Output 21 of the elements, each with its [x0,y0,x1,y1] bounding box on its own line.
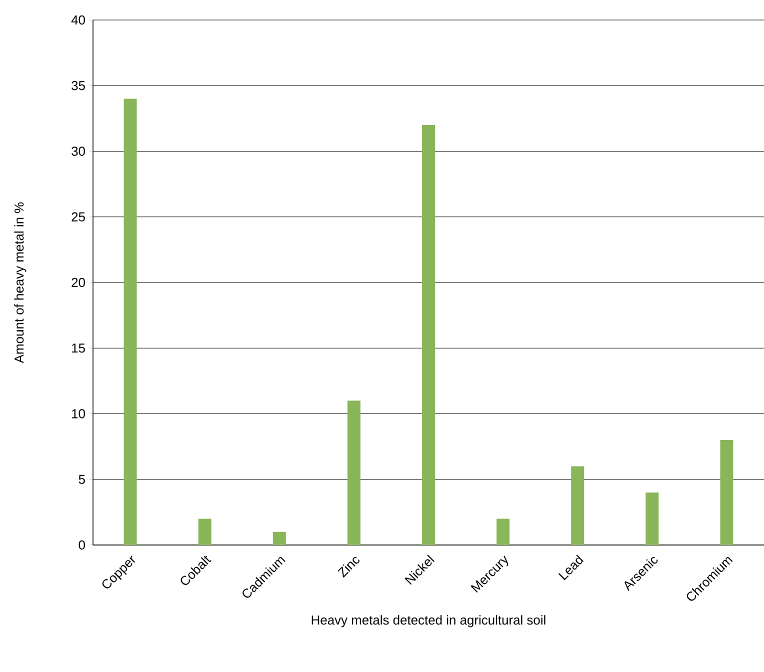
y-tick-label: 25 [72,212,85,222]
bar [347,400,360,545]
y-tick-label: 40 [71,15,85,25]
bar [198,518,212,545]
y-tick-label: 0 [78,540,85,550]
bar [124,98,137,545]
bar [646,492,659,545]
y-tick-label: 30 [72,146,85,156]
y-axis-title: Amount of heavy metal in % [14,202,26,364]
y-tick-label: 10 [72,409,85,418]
y-tick-label: 15 [72,344,85,353]
bar [272,532,286,545]
bar [571,466,584,545]
bar [422,124,435,545]
bar [720,440,734,545]
bar [496,518,510,545]
x-tick-label: Zinc [338,556,360,578]
x-axis-title: Heavy metals detected in agricultural soil [312,615,546,628]
y-tick-label: 20 [72,278,85,288]
y-tick-label: 35 [72,81,85,90]
y-tick-label: 5 [78,474,85,484]
